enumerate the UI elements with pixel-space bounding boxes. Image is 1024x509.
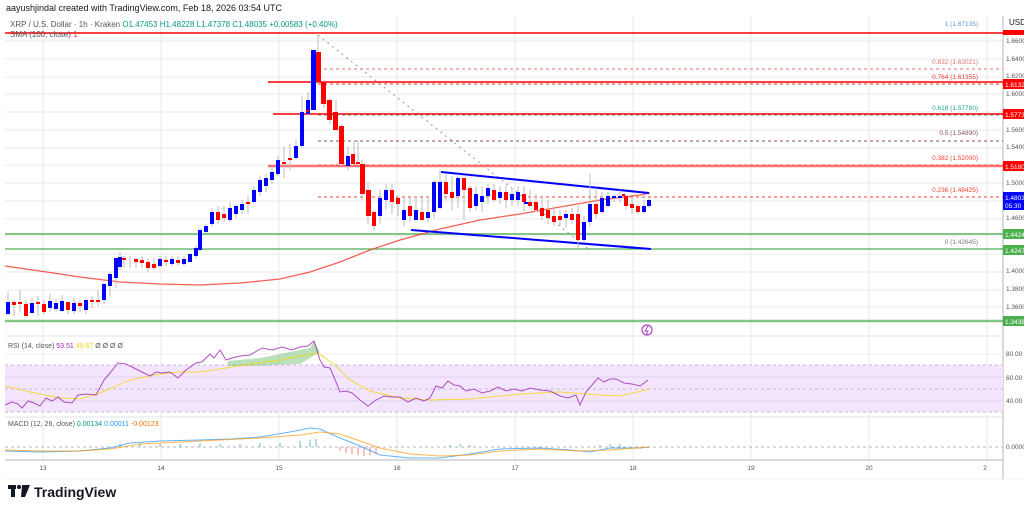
svg-text:1.61323: 1.61323 [1005,82,1024,89]
svg-text:1.48035: 1.48035 [1005,195,1024,202]
svg-text:14: 14 [157,465,165,472]
symbol-name: XRP / U.S. Dollar · 1h · Kraken [10,20,121,29]
tradingview-brand: TradingView [34,484,117,500]
sma-value: 1 [73,30,78,39]
candlesticks[interactable] [6,33,651,316]
fib-labels: 1 (1.67135) 0.832 (1.63021) 0.764 (1.613… [932,21,978,246]
svg-text:1.62000: 1.62000 [1006,73,1024,80]
svg-text:1.57730: 1.57730 [1005,112,1024,119]
macd-line-value: 0.00011 [104,421,129,428]
open-value: O1.47453 [122,20,158,29]
rsi-legend[interactable]: RSI (14, close) 53.51 49.67 Ø Ø Ø Ø [8,343,123,350]
svg-text:17: 17 [511,465,519,472]
sma-label: SMA (100, close) [10,30,71,39]
svg-text:0.382 (1.52000): 0.382 (1.52000) [932,155,978,162]
rsi-value: 53.51 [56,343,74,350]
svg-text:0 (1.42645): 0 (1.42645) [945,239,978,246]
svg-text:0.618 (1.57780): 0.618 (1.57780) [932,105,978,112]
macd-panel [4,427,1003,459]
svg-text:2: 2 [983,465,987,472]
macd-label: MACD (12, 26, close) [8,421,75,428]
macd-legend[interactable]: MACD (12, 26, close) 0.00134 0.00011 -0.… [8,421,159,428]
svg-text:1.51804: 1.51804 [1005,164,1024,171]
svg-text:1.46000: 1.46000 [1006,215,1024,222]
svg-text:1.40000: 1.40000 [1006,268,1024,275]
svg-text:0.236 (1.48425): 0.236 (1.48425) [932,187,978,194]
svg-text:15: 15 [275,465,283,472]
svg-text:60.00: 60.00 [1006,375,1023,382]
svg-text:0.00000: 0.00000 [1006,444,1024,451]
svg-text:1.44240: 1.44240 [1005,232,1024,239]
svg-text:16: 16 [393,465,401,472]
svg-text:1 (1.67135): 1 (1.67135) [945,21,978,28]
svg-text:19: 19 [747,465,755,472]
rsi-label: RSI (14, close) [8,343,55,350]
tradingview-logo[interactable]: TradingView [8,484,116,500]
chart-credit: aayushjindal created with TradingView.co… [6,3,282,13]
svg-text:1.64000: 1.64000 [1006,56,1024,63]
rsi-ma-value: 49.67 [75,343,94,350]
svg-text:1.60000: 1.60000 [1006,91,1024,98]
svg-text:1.56000: 1.56000 [1006,127,1024,134]
svg-text:1.38000: 1.38000 [1006,286,1024,293]
svg-text:0.764 (1.61355): 0.764 (1.61355) [932,74,978,81]
rsi-panel [4,340,1003,413]
svg-text:13: 13 [39,465,47,472]
indicator-axis-ticks: 80.00 60.00 40.00 0.00000 [1006,351,1024,451]
currency-button[interactable]: USD [1009,18,1024,27]
price-axis-labels: 1.61323 1.57730 1.51804 1.48035 05:30 1.… [1003,30,1024,326]
grid [5,16,1003,460]
svg-text:1.50000: 1.50000 [1006,180,1024,187]
svg-text:0.5 (1.54890): 0.5 (1.54890) [939,130,978,137]
resistance-lines[interactable] [5,32,1003,168]
macd-signal-value: -0.00123 [130,421,159,428]
low-value: L1.47378 [196,20,231,29]
event-marker-icon[interactable] [641,324,653,336]
svg-text:0.832 (1.63021): 0.832 (1.63021) [932,59,978,66]
svg-text:05:30: 05:30 [1005,203,1022,210]
symbol-legend[interactable]: XRP / U.S. Dollar · 1h · Kraken O1.47453… [10,20,338,29]
svg-text:1.36000: 1.36000 [1006,304,1024,311]
sma-legend[interactable]: SMA (100, close) 1 [10,30,78,39]
time-axis-ticks: 13 14 15 16 17 18 19 20 2 [39,465,987,472]
sma-100-line [4,192,651,286]
svg-text:20: 20 [865,465,873,472]
svg-text:18: 18 [629,465,637,472]
close-value: C1.48035 [232,20,267,29]
rsi-extras: Ø Ø Ø Ø [95,343,123,350]
support-lines[interactable] [5,233,1003,323]
svg-text:40.00: 40.00 [1006,398,1023,405]
tradingview-logo-icon [8,484,30,500]
macd-histogram-value: 0.00134 [76,421,103,428]
price-axis-ticks: 1.66000 1.64000 1.62000 1.60000 1.56000 … [1006,38,1024,311]
descending-channel[interactable] [410,171,652,250]
svg-text:1.34380: 1.34380 [1005,319,1024,326]
svg-text:1.42474: 1.42474 [1005,248,1024,255]
high-value: H1.48228 [159,20,195,29]
svg-text:1.54000: 1.54000 [1006,144,1024,151]
svg-text:1.66000: 1.66000 [1006,38,1024,45]
svg-text:80.00: 80.00 [1006,351,1023,358]
change-value: +0.00583 (+0.40%) [269,20,338,29]
